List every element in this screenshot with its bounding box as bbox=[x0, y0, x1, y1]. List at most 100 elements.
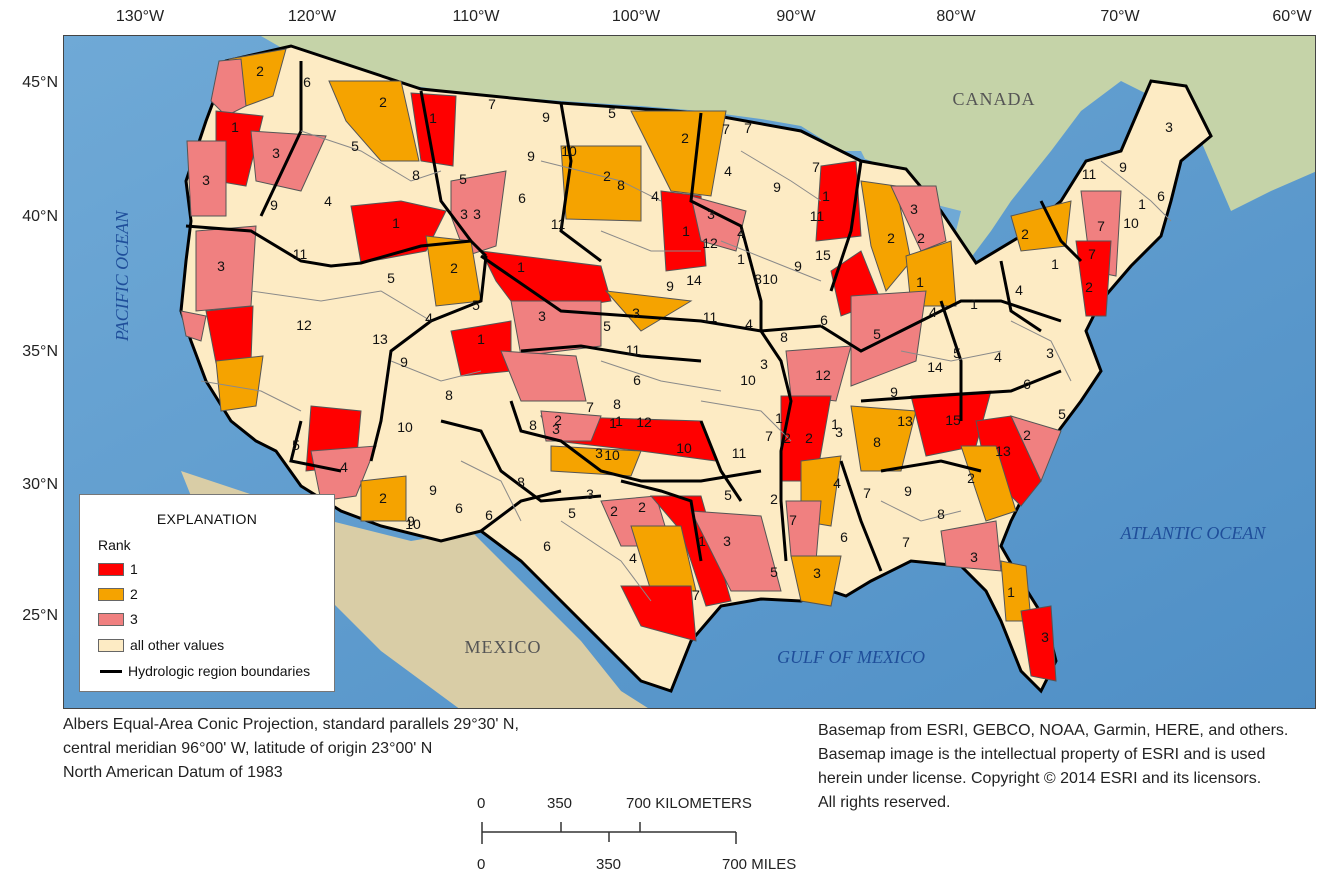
region-rank-label: 4 bbox=[651, 188, 659, 204]
region-rank-label: 10 bbox=[676, 440, 692, 456]
region-rank-label: 9 bbox=[890, 384, 898, 400]
region-rank-label: 6 bbox=[1157, 188, 1165, 204]
region-rank-label: 2 bbox=[1085, 279, 1093, 295]
region-rank-label: 2 bbox=[917, 230, 925, 246]
latitude-tick: 45°N bbox=[22, 74, 58, 91]
region-rank-label: 3 bbox=[723, 533, 731, 549]
region-rank-label: 1 bbox=[1007, 584, 1015, 600]
credit-line: Basemap from ESRI, GEBCO, NOAA, Garmin, … bbox=[818, 722, 1289, 739]
region-rank-label: 5 bbox=[1058, 406, 1066, 422]
scale-km-350: 350 bbox=[547, 795, 573, 812]
label-gulf-of-mexico: GULF OF MEXICO bbox=[777, 647, 925, 667]
label-mexico: MEXICO bbox=[465, 637, 542, 657]
region-rank-label: 6 bbox=[485, 507, 493, 523]
region-rank-label: 3 bbox=[473, 206, 481, 222]
region-rank-label: 5 bbox=[770, 564, 778, 580]
region-rank-label: 4 bbox=[340, 459, 348, 475]
legend-label: Hydrologic region boundaries bbox=[128, 663, 311, 679]
region-rank-label: 3 bbox=[595, 445, 603, 461]
region-rank-label: 3 bbox=[538, 308, 546, 324]
region-rank-label: 1 bbox=[831, 416, 839, 432]
region-rank-label: 8 bbox=[780, 329, 788, 345]
region-rank-label: 10 bbox=[1123, 215, 1139, 231]
region-rank-label: 11 bbox=[703, 309, 718, 325]
longitude-tick: 70°W bbox=[1100, 8, 1140, 25]
region-rank-label: 15 bbox=[815, 247, 831, 263]
region-rank-label: 6 bbox=[543, 538, 551, 554]
region-rank-label: 2 bbox=[554, 412, 562, 428]
region-rank-label: 5 bbox=[292, 437, 300, 453]
scale-mi-700: 700 MILES bbox=[722, 856, 797, 873]
region-rank-label: 10 bbox=[397, 419, 413, 435]
region-rank-label: 4 bbox=[425, 310, 433, 326]
region-rank-label: 3 bbox=[835, 424, 843, 440]
credit-line: herein under license. Copyright © 2014 E… bbox=[818, 770, 1262, 787]
latitude-tick: 40°N bbox=[22, 208, 58, 225]
region-rank-label: 7 bbox=[586, 399, 594, 415]
region-rank-label: 3 bbox=[460, 206, 468, 222]
region-rank-label: 2 bbox=[603, 168, 611, 184]
region-rank-label: 2 bbox=[1023, 427, 1031, 443]
region-rank-label: 13 bbox=[995, 443, 1011, 459]
region-rank-label: 5 bbox=[608, 105, 616, 121]
legend-title: EXPLANATION bbox=[156, 511, 258, 527]
region-rank-label: 3 bbox=[760, 356, 768, 372]
label-atlantic-ocean: ATLANTIC OCEAN bbox=[1120, 523, 1267, 543]
region-rank-label: 9 bbox=[1119, 159, 1127, 175]
region-rank-label: 3 bbox=[813, 565, 821, 581]
region-rank-label: 4 bbox=[745, 316, 753, 332]
region-rank-label: 9 bbox=[527, 148, 535, 164]
region-rank-label: 1 bbox=[517, 259, 525, 275]
scale-mi-350: 350 bbox=[596, 856, 622, 873]
longitude-tick: 110°W bbox=[452, 8, 500, 25]
region-rank-label: 7 bbox=[744, 120, 752, 136]
region-rank-label: 12 bbox=[636, 414, 652, 430]
region-rank-label: 5 bbox=[953, 345, 961, 361]
region-rank-label: 5 bbox=[568, 505, 576, 521]
subregion-lines bbox=[200, 130, 1172, 602]
region-rank-label: 9 bbox=[270, 197, 278, 213]
ranked-regions bbox=[180, 48, 1122, 682]
legend-label: all other values bbox=[130, 637, 225, 653]
region-rank-label: 9 bbox=[773, 179, 781, 195]
region-rank-label: 7 bbox=[1088, 246, 1096, 262]
region-rank-label: 3 bbox=[1046, 345, 1054, 361]
region-rank-label: 15 bbox=[945, 412, 961, 428]
region-rank-label: 1 bbox=[1051, 256, 1059, 272]
region-rank-label: 3 bbox=[586, 486, 594, 502]
region-rank-label: 11 bbox=[810, 208, 825, 224]
region-rank-label: 8 bbox=[529, 417, 537, 433]
legend-item: 3 bbox=[98, 611, 138, 627]
region-rank-label: 8 bbox=[617, 177, 625, 193]
region-rank-label: 13 bbox=[897, 413, 913, 429]
region-rank-label: 1 bbox=[775, 410, 783, 426]
region-rank-label: 5 bbox=[387, 270, 395, 286]
region-rank-label: 10 bbox=[740, 372, 756, 388]
region-rank-label: 1 bbox=[737, 251, 745, 267]
region-rank-label: 7 bbox=[863, 485, 871, 501]
region-rank-label: 5 bbox=[603, 318, 611, 334]
region-rank-label: 5 bbox=[873, 326, 881, 342]
label-canada: CANADA bbox=[952, 89, 1035, 109]
projection-line: central meridian 96°00' W, latitude of o… bbox=[63, 740, 433, 757]
legend-swatch bbox=[98, 562, 124, 576]
longitude-tick: 60°W bbox=[1272, 8, 1312, 25]
region-rank-label: 1 bbox=[477, 331, 485, 347]
scale-bar bbox=[481, 822, 737, 844]
region-rank-label: 11 bbox=[626, 342, 641, 358]
longitude-tick: 130°W bbox=[115, 8, 165, 25]
region-rank-label: 7 bbox=[692, 587, 700, 603]
region-rank-label: 3 bbox=[272, 145, 280, 161]
region-rank-label: 1 bbox=[429, 110, 437, 126]
region-rank-label: 1 bbox=[392, 215, 400, 231]
region-rank-label: 2 bbox=[638, 499, 646, 515]
region-rank-label: 2 bbox=[770, 491, 778, 507]
region-rank-label: 4 bbox=[324, 193, 332, 209]
longitude-tick: 80°W bbox=[936, 8, 976, 25]
region-rank-label: 8 bbox=[754, 271, 762, 287]
legend-label: 2 bbox=[130, 586, 138, 602]
region-rank-label: 2 bbox=[967, 470, 975, 486]
projection-line: Albers Equal-Area Conic Projection, stan… bbox=[63, 716, 519, 733]
region-rank-label: 2 bbox=[256, 63, 264, 79]
